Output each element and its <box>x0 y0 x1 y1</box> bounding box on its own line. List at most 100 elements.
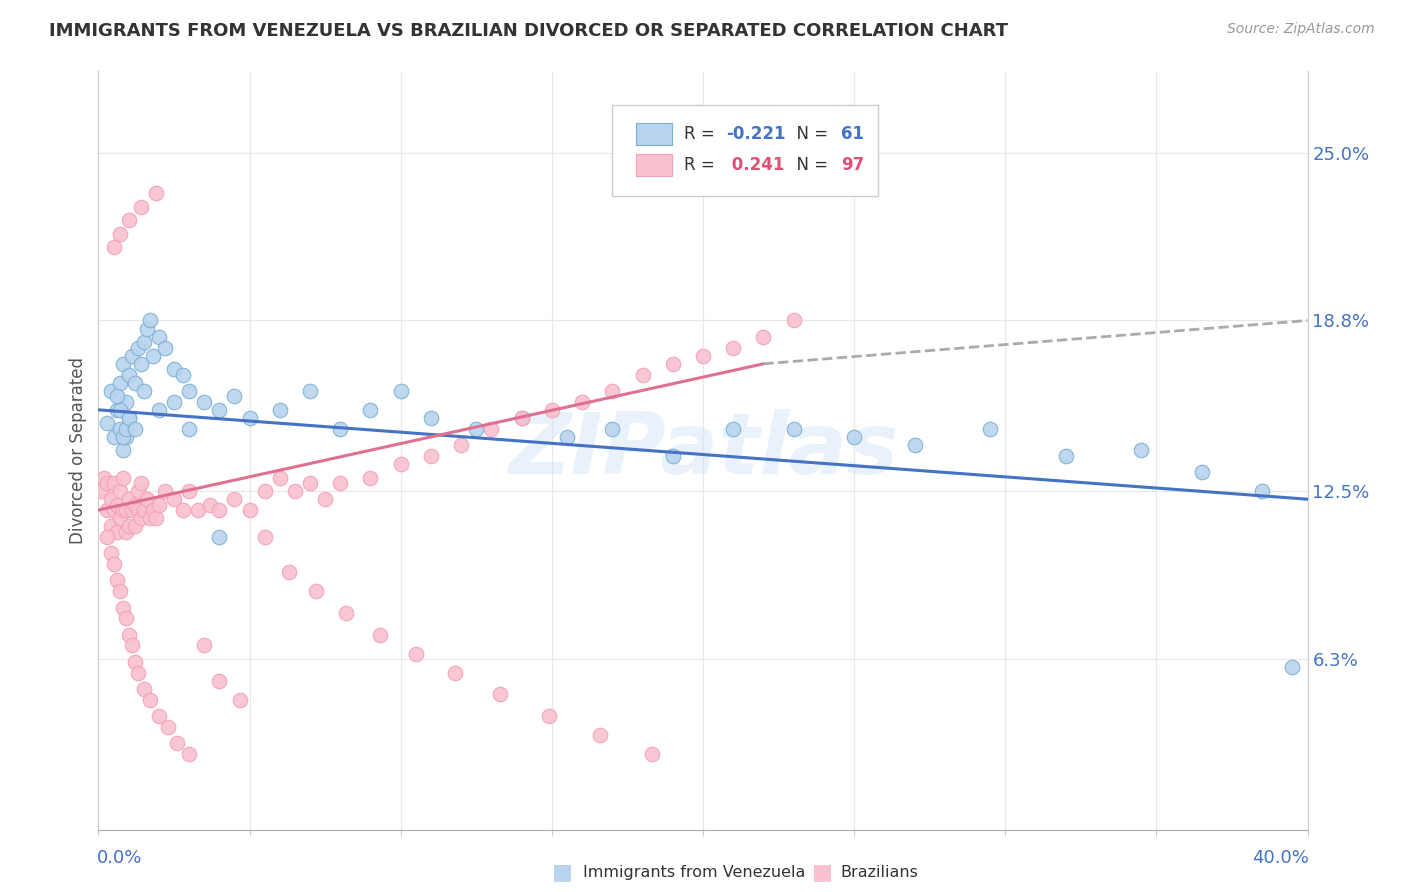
Point <box>329 475 352 490</box>
Text: ZIPatlas: ZIPatlas <box>508 409 898 492</box>
Point <box>208 503 231 517</box>
Point <box>179 422 201 436</box>
Point <box>844 430 866 444</box>
Point <box>148 708 170 723</box>
Text: N =: N = <box>786 125 834 144</box>
Point <box>108 227 131 241</box>
Point <box>153 484 176 499</box>
Point <box>224 492 246 507</box>
Point <box>389 457 412 471</box>
Point <box>145 511 167 525</box>
Point <box>100 384 122 398</box>
Point <box>114 430 136 444</box>
Point <box>752 330 775 344</box>
Text: 61: 61 <box>841 125 863 144</box>
Point <box>108 584 131 599</box>
Point <box>1191 465 1213 479</box>
Point <box>1281 660 1303 674</box>
Text: 40.0%: 40.0% <box>1251 848 1309 866</box>
Y-axis label: Divorced or Separated: Divorced or Separated <box>69 357 87 544</box>
Point <box>111 470 134 484</box>
Point <box>444 665 467 680</box>
Point <box>389 384 412 398</box>
Point <box>571 394 593 409</box>
Text: Source: ZipAtlas.com: Source: ZipAtlas.com <box>1227 22 1375 37</box>
Point <box>96 417 118 431</box>
Point <box>129 511 152 525</box>
Point <box>114 611 136 625</box>
Point <box>121 349 143 363</box>
Point <box>118 213 141 227</box>
Point <box>105 498 128 512</box>
Point <box>481 422 503 436</box>
Point <box>166 736 188 750</box>
Point <box>100 492 122 507</box>
Point <box>103 503 125 517</box>
Text: -0.221: -0.221 <box>725 125 786 144</box>
Point <box>156 720 179 734</box>
Point <box>420 449 443 463</box>
Point <box>96 530 118 544</box>
Point <box>193 394 215 409</box>
Point <box>114 394 136 409</box>
Point <box>100 546 122 560</box>
Point <box>420 411 443 425</box>
Point <box>118 368 141 382</box>
Point <box>277 566 299 580</box>
Point <box>1251 484 1274 499</box>
Point <box>108 376 131 390</box>
Point <box>139 511 162 525</box>
Point <box>239 411 262 425</box>
Text: 0.0%: 0.0% <box>97 848 142 866</box>
Point <box>111 443 134 458</box>
Point <box>139 692 162 706</box>
Point <box>723 341 745 355</box>
Point <box>179 484 201 499</box>
Point <box>489 687 512 701</box>
FancyBboxPatch shape <box>637 153 672 176</box>
Point <box>129 200 152 214</box>
Point <box>124 422 146 436</box>
Point <box>111 503 134 517</box>
Point <box>111 430 134 444</box>
Point <box>163 394 186 409</box>
Point <box>148 402 170 417</box>
Text: N =: N = <box>786 155 834 174</box>
Point <box>360 402 382 417</box>
Point <box>329 422 352 436</box>
Point <box>148 498 170 512</box>
Point <box>153 341 176 355</box>
Point <box>640 747 662 761</box>
Point <box>124 655 146 669</box>
Point <box>114 524 136 539</box>
Point <box>148 330 170 344</box>
Point <box>200 498 222 512</box>
Point <box>692 349 714 363</box>
Point <box>114 503 136 517</box>
Point <box>1054 449 1077 463</box>
Point <box>135 492 157 507</box>
Point <box>108 511 131 525</box>
Point <box>145 186 167 201</box>
Point <box>179 384 201 398</box>
Point <box>127 484 149 499</box>
Point <box>661 357 683 371</box>
Point <box>602 422 624 436</box>
Point <box>305 584 328 599</box>
Point <box>105 524 128 539</box>
Point <box>179 747 201 761</box>
Point <box>103 240 125 254</box>
Point <box>127 341 149 355</box>
Text: R =: R = <box>683 125 720 144</box>
Point <box>127 665 149 680</box>
Point <box>335 606 357 620</box>
Text: ■: ■ <box>813 863 832 882</box>
Point <box>111 357 134 371</box>
Point <box>465 422 488 436</box>
Point <box>631 368 654 382</box>
Point <box>124 519 146 533</box>
Point <box>723 422 745 436</box>
Point <box>96 503 118 517</box>
Point <box>450 438 472 452</box>
Point <box>135 321 157 335</box>
